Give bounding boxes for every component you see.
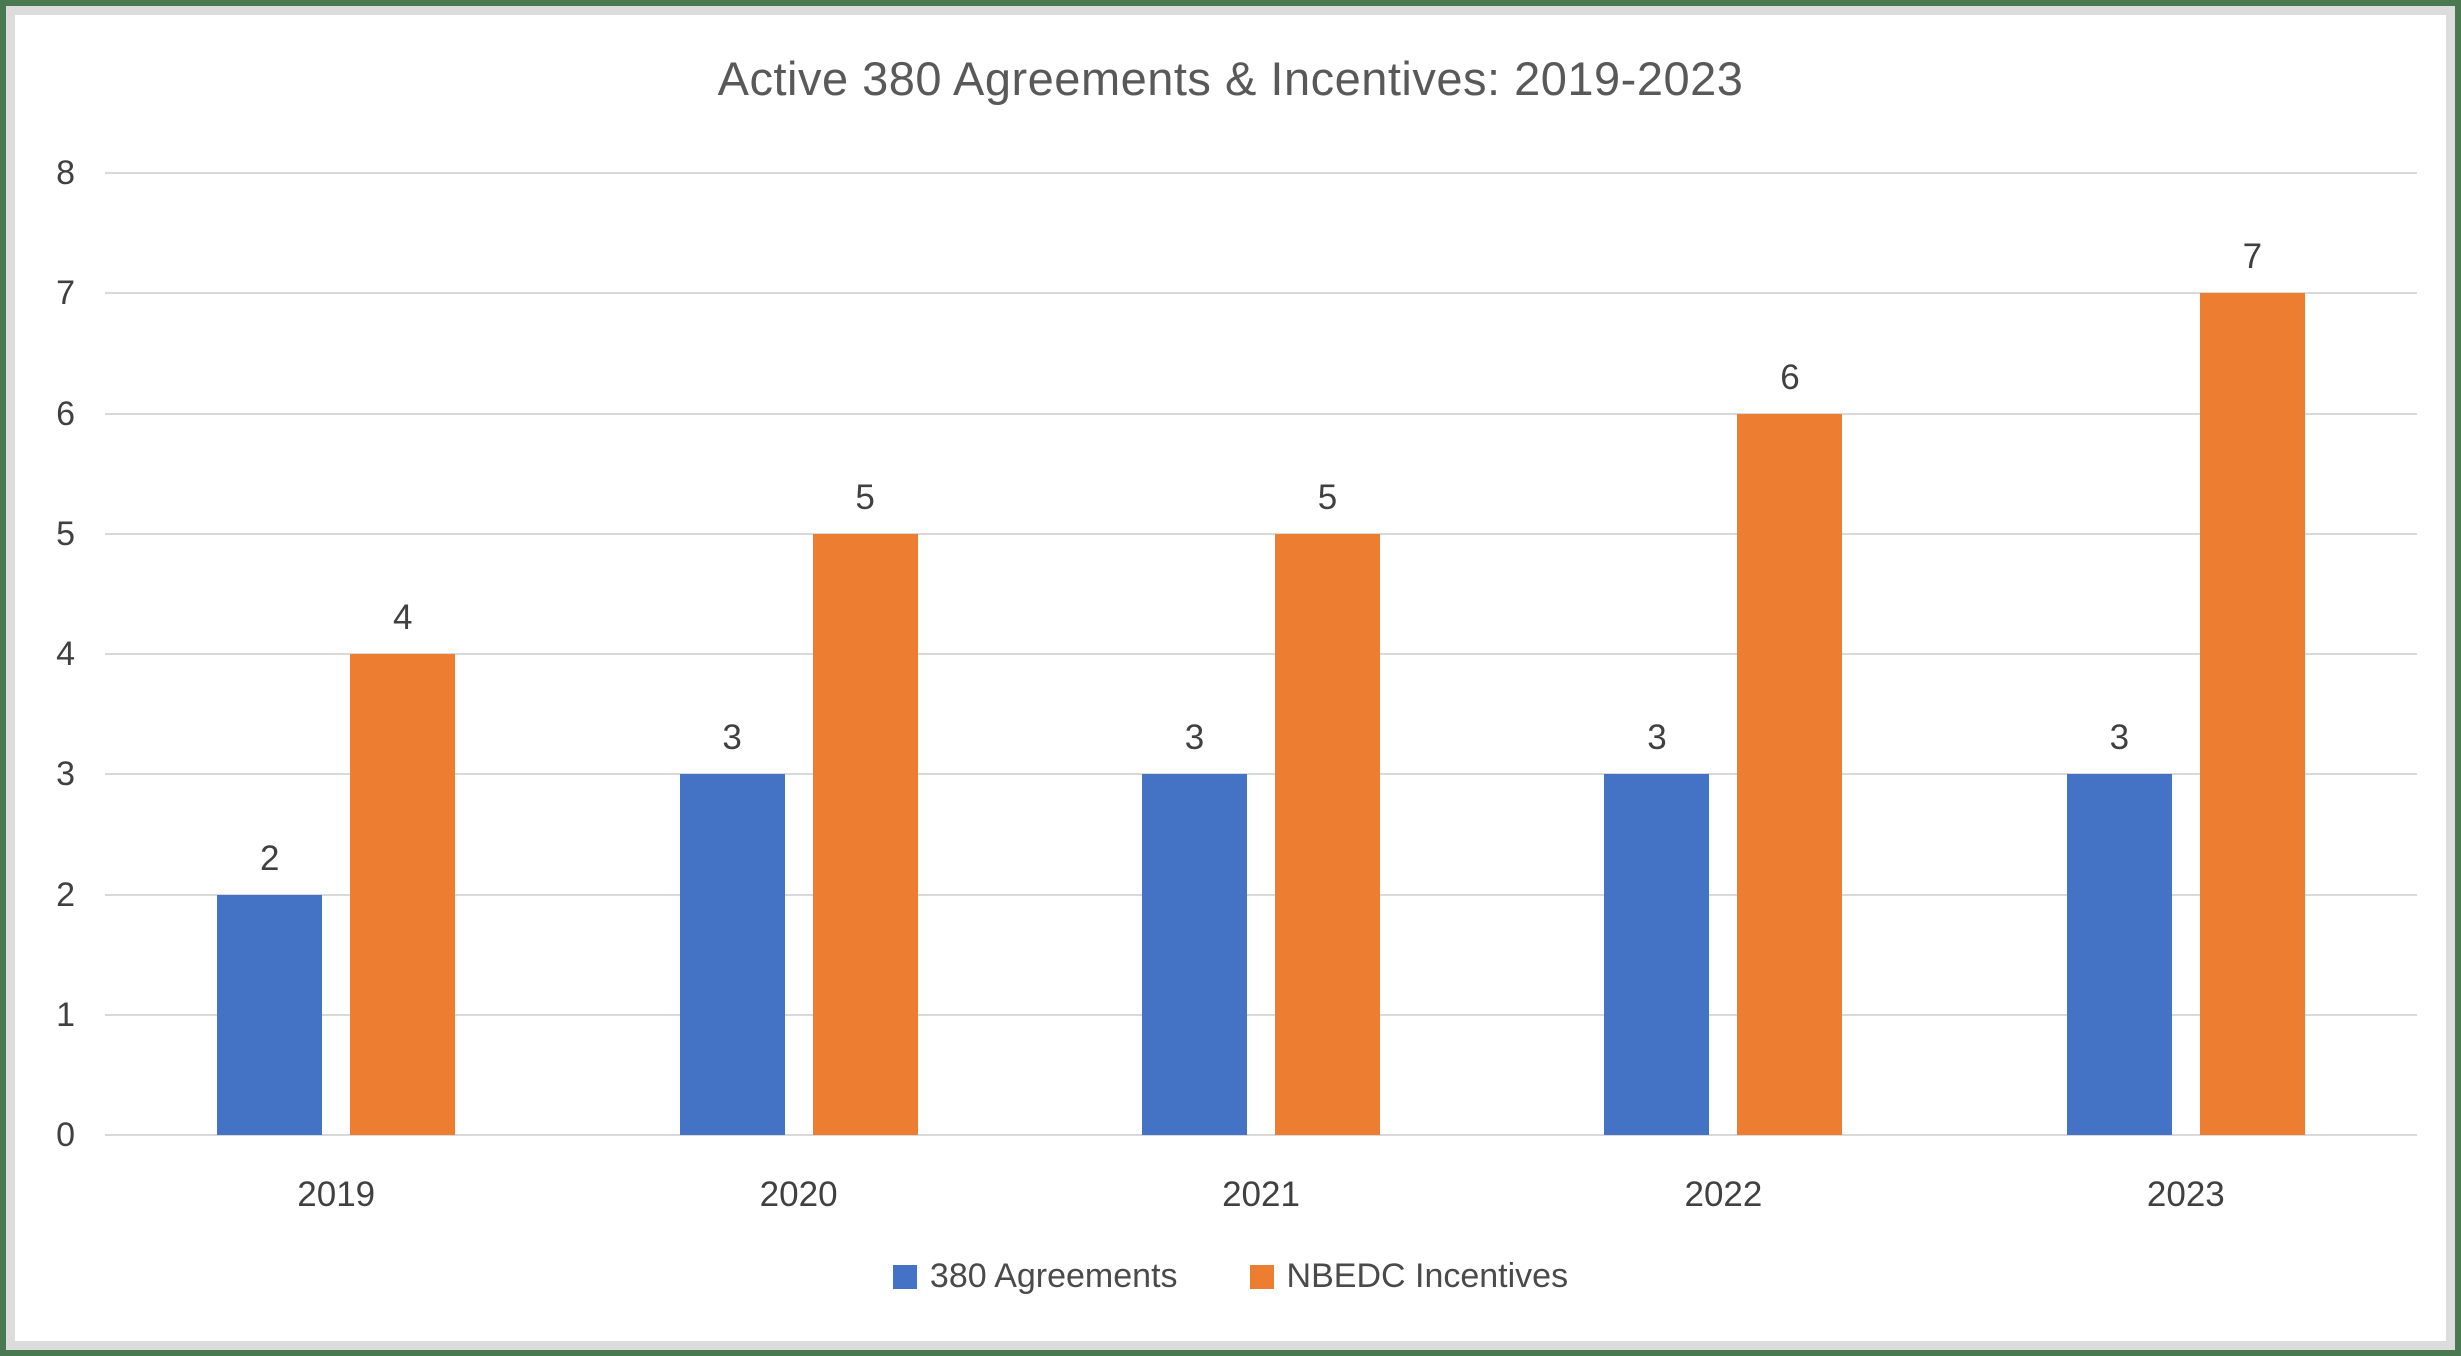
y-axis-label-0: 0 — [56, 1116, 75, 1154]
gridline-1 — [105, 1013, 2417, 1016]
y-axis-label-8: 8 — [56, 154, 75, 192]
bar-380-agreements-2022: 3 — [1604, 718, 1710, 1135]
gridline-0 — [105, 1134, 2417, 1136]
gridline-4 — [105, 653, 2417, 655]
bar-380-agreements-2020: 3 — [679, 718, 785, 1135]
legend-label: 380 Agreements — [929, 1257, 1178, 1295]
bar-nbedc-incentives-2021: 5 — [1275, 478, 1381, 1135]
bar-value-label: 7 — [2242, 237, 2263, 277]
y-axis-label-1: 1 — [56, 995, 75, 1034]
gridline-3 — [105, 773, 2417, 776]
x-axis-label-2023: 2023 — [2146, 1175, 2225, 1214]
y-axis-label-5: 5 — [56, 514, 75, 553]
bar-value-label: 3 — [1184, 718, 1205, 758]
chart-title: Active 380 Agreements & Incentives: 2019… — [717, 52, 1744, 105]
legend-swatch-nbedc-incentives — [1249, 1264, 1274, 1289]
bar-value-label: 2 — [259, 838, 280, 878]
legend-label: NBEDC Incentives — [1286, 1257, 1569, 1295]
y-axis-label-3: 3 — [56, 755, 75, 794]
bar-nbedc-incentives-2020: 5 — [812, 478, 918, 1135]
bar-nbedc-incentives-2023: 7 — [2199, 237, 2305, 1135]
bar-380-agreements-2021: 3 — [1142, 718, 1248, 1135]
x-axis-label-2022: 2022 — [1684, 1175, 1763, 1214]
bar-value-label: 5 — [1317, 477, 1338, 517]
bar-value-label: 6 — [1780, 357, 1800, 397]
bar-chart: Active 380 Agreements & Incentives: 2019… — [15, 15, 2446, 1341]
y-axis-label-2: 2 — [56, 875, 75, 914]
x-axis-label-2021: 2021 — [1222, 1175, 1300, 1214]
legend: 380 Agreements NBEDC Incentives — [15, 1257, 2446, 1296]
gridline-6 — [105, 412, 2417, 415]
y-axis-label-6: 6 — [56, 394, 75, 433]
bar-value-label: 5 — [855, 477, 875, 517]
bar-nbedc-incentives-2019: 4 — [350, 598, 456, 1135]
gridline-2 — [105, 893, 2417, 896]
y-axis-label-4: 4 — [56, 635, 75, 673]
gridline-8 — [105, 172, 2417, 174]
legend-swatch-380-agreements — [892, 1264, 917, 1289]
bar-value-label: 3 — [2109, 718, 2130, 758]
bar-380-agreements-2023: 3 — [2066, 718, 2172, 1135]
bar-380-agreements-2019: 2 — [217, 839, 323, 1135]
x-axis-label-2019: 2019 — [297, 1175, 376, 1214]
legend-item-nbedc-incentives: NBEDC Incentives — [1249, 1257, 1569, 1296]
x-axis: 2019 2020 2021 2022 2023 — [105, 1175, 2417, 1215]
bar-value-label: 4 — [392, 598, 413, 637]
legend-item-380-agreements: 380 Agreements — [892, 1257, 1178, 1296]
y-axis-label-7: 7 — [56, 274, 75, 313]
x-axis-label-2020: 2020 — [759, 1175, 838, 1214]
bar-value-label: 3 — [722, 718, 742, 758]
bar-nbedc-incentives-2022: 6 — [1737, 358, 1843, 1135]
gridline-5 — [105, 532, 2417, 535]
bar-value-label: 3 — [1647, 718, 1667, 758]
gridline-7 — [105, 292, 2417, 295]
